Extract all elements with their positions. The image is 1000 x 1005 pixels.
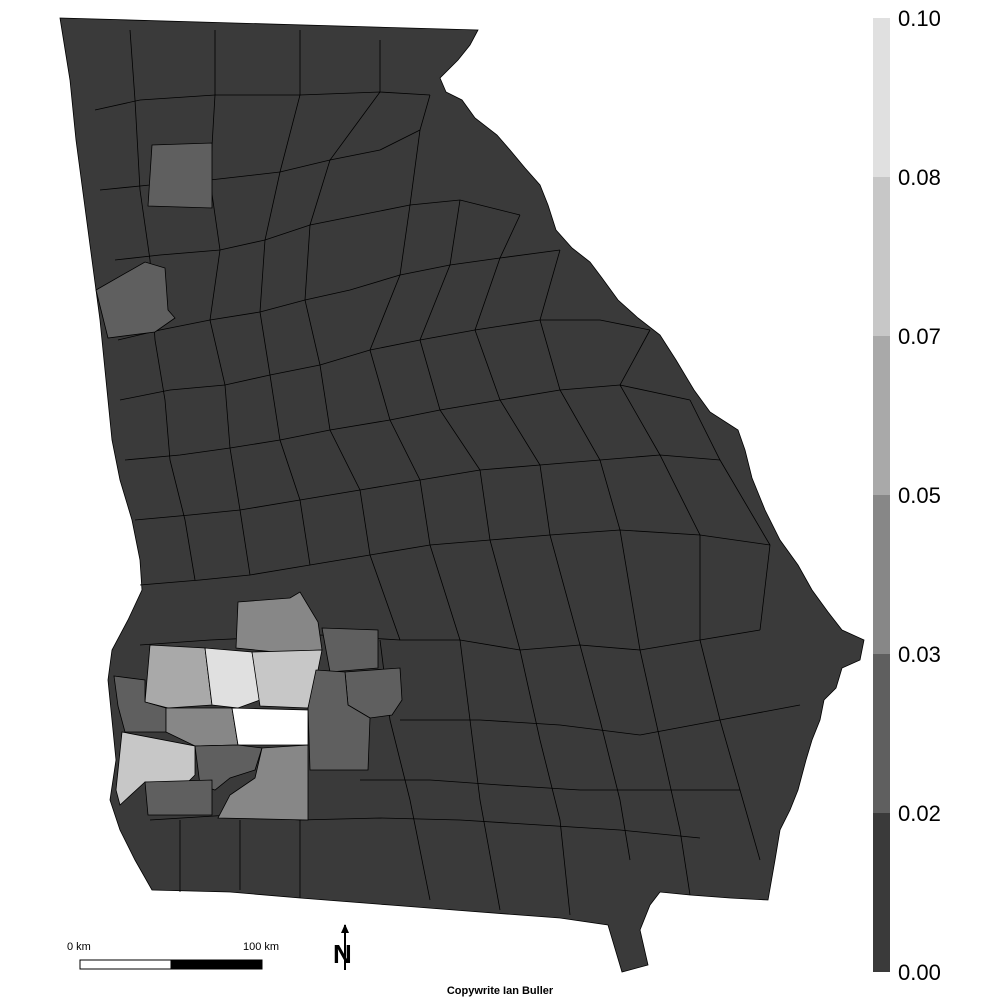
legend-tick-label: 0.07 [898,324,941,349]
scale-segment-black [170,959,263,970]
county-mitchell [217,744,309,821]
highlighted-counties [95,142,403,821]
legend-tick-label: 0.00 [898,960,941,985]
legend-bin [873,654,890,813]
legend-tick-label: 0.03 [898,642,941,667]
county-albany-area [231,707,309,746]
legend-bin [873,177,890,336]
county-terrell [204,647,261,709]
legend-tick-label: 0.10 [898,6,941,31]
credit-text: Copywrite Ian Buller [447,985,554,997]
legend-bin [873,336,890,495]
scale-bar: 0 km 100 km [67,941,279,970]
scale-segment-white [79,959,172,970]
county-lee [235,591,323,653]
county-miller [144,779,213,816]
north-label: N [333,939,352,969]
legend-bin [873,813,890,972]
county-borders [94,29,801,916]
legend-bin [873,495,890,654]
county-worth [307,669,371,771]
legend-tick-label: 0.08 [898,165,941,190]
legend-tick-labels: 0.10 0.08 0.07 0.05 0.03 0.02 0.00 [898,6,941,985]
county-polk [95,261,176,339]
north-arrow-icon: N [333,924,352,970]
georgia-map [59,17,865,973]
legend-bin [873,18,890,177]
scale-end-label: 100 km [243,941,279,953]
legend-tick-label: 0.02 [898,801,941,826]
legend-tick-label: 0.05 [898,483,941,508]
county-floyd [147,142,213,209]
county-sumter [321,627,379,673]
legend: 0.10 0.08 0.07 0.05 0.03 0.02 0.00 [873,6,941,985]
county-randolph [144,644,213,709]
scale-start-label: 0 km [67,941,91,953]
legend-color-bar [873,18,890,972]
